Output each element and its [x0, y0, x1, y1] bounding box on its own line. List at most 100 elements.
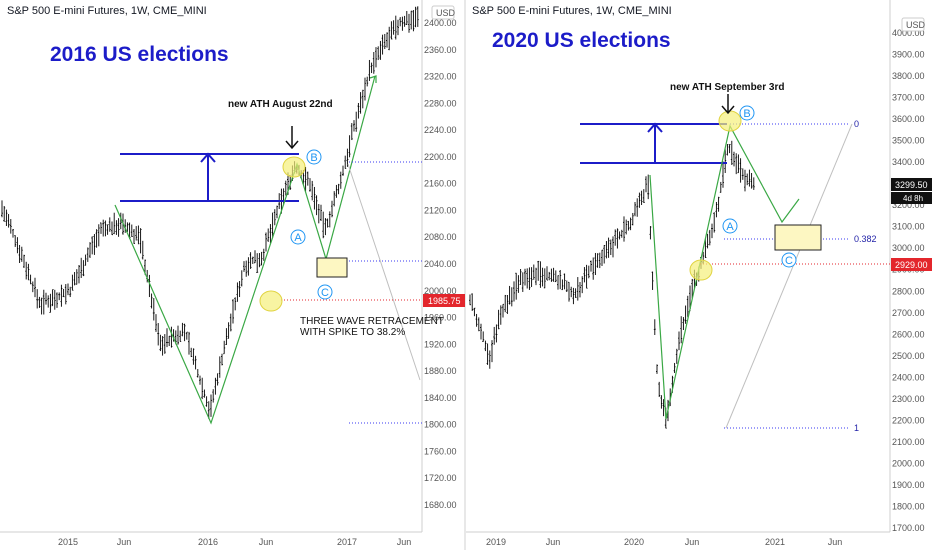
right-ohlc-bar: [497, 309, 500, 330]
left-ohlc-bar: [148, 274, 151, 298]
right-ohlc-bar: [473, 307, 476, 317]
left-ohlc-bar: [133, 228, 135, 244]
left-ohlc-bar: [141, 240, 144, 260]
left-ohlc-bar: [401, 16, 404, 31]
right-x-tick-label: Jun: [828, 537, 843, 547]
left-ohlc-bar: [410, 10, 413, 30]
right-y-tick-label: 2800.00: [892, 286, 925, 296]
right-ohlc-bar: [708, 229, 711, 246]
left-wave-c-circle: [317, 284, 333, 300]
left-y-tick-label: 2320.00: [424, 72, 457, 82]
left-ohlc-bar: [84, 254, 87, 266]
left-ohlc-bar: [335, 184, 338, 198]
right-x-tick-label: Jun: [685, 537, 700, 547]
right-wave-a-circle: [722, 218, 738, 234]
right-ohlc-bar: [475, 313, 478, 327]
right-ohlc-bar: [594, 252, 597, 275]
left-ohlc-bar: [392, 20, 395, 35]
left-ohlc-bar: [166, 328, 168, 348]
left-ohlc-bar: [150, 293, 153, 309]
right-projection-arrowhead: [647, 122, 663, 133]
left-ohlc-bar: [49, 293, 52, 313]
right-ohlc-bar: [552, 267, 555, 282]
right-y-tick-label: 1800.00: [892, 501, 925, 511]
left-ohlc-bar: [320, 204, 322, 221]
left-ohlc-bar: [324, 218, 327, 236]
right-ohlc-bar: [530, 267, 533, 287]
left-ohlc-bar: [353, 120, 355, 132]
right-ohlc-bar: [733, 151, 735, 167]
left-x-tick-label: Jun: [117, 537, 132, 547]
right-ohlc-bar: [495, 324, 498, 343]
left-ohlc-bar: [95, 229, 98, 248]
left-x-tick-label: 2015: [58, 537, 78, 547]
right-ohlc-bar: [627, 220, 630, 231]
left-ohlc-bar: [190, 347, 193, 358]
right-ohlc-bar: [640, 190, 643, 206]
left-retrace-note-2: WITH SPIKE TO 38.2%: [300, 327, 405, 338]
right-ohlc-bar: [488, 350, 491, 369]
right-ohlc-bar: [638, 192, 641, 208]
left-ohlc-bar: [155, 314, 157, 332]
left-y-tick-label: 2040.00: [424, 259, 457, 269]
left-ohlc-bar: [381, 34, 384, 55]
left-ohlc-bar: [183, 323, 186, 342]
left-ohlc-bar: [225, 328, 228, 345]
right-currency-label[interactable]: USD: [906, 20, 926, 30]
left-y-tick-label: 2000.00: [424, 286, 457, 296]
right-ohlc-bar: [590, 260, 592, 272]
left-ohlc-bar: [86, 247, 89, 262]
right-y-tick-label: 3900.00: [892, 50, 925, 60]
right-currency-box[interactable]: [901, 17, 925, 32]
right-ohlc-bar: [543, 268, 546, 289]
right-ohlc-bar: [625, 219, 628, 235]
left-currency-box[interactable]: [431, 5, 455, 20]
left-ohlc-bar: [383, 33, 386, 50]
left-ohlc-bar: [100, 222, 102, 234]
right-ohlc-bar: [469, 294, 471, 306]
left-ohlc-bar: [119, 212, 122, 230]
right-ohlc-bar: [682, 317, 685, 330]
right-ohlc-bar: [526, 268, 529, 289]
right-ohlc-bar: [607, 237, 610, 258]
right-ohlc-bar: [691, 278, 694, 299]
left-ohlc-bar: [412, 10, 415, 32]
left-ohlc-bar: [333, 191, 336, 207]
left-currency-label[interactable]: USD: [436, 8, 456, 18]
right-ohlc-bar: [614, 229, 617, 246]
left-ohlc-bar: [313, 186, 316, 210]
left-ohlc-bar: [399, 17, 402, 27]
left-ohlc-bar: [20, 246, 23, 262]
right-ohlc-bar: [605, 241, 608, 259]
left-ohlc-bar: [161, 336, 164, 356]
left-ohlc-bar: [223, 340, 226, 355]
right-x-tick-label: 2020: [624, 537, 644, 547]
right-x-tick-label: 2019: [486, 537, 506, 547]
right-ohlc-bar: [603, 245, 606, 264]
left-ohlc-bar: [60, 284, 63, 307]
left-ohlc-bar: [227, 322, 230, 339]
right-ohlc-bar: [565, 280, 568, 293]
right-last-price: 3299.50: [895, 180, 928, 190]
right-x-tick-label: Jun: [546, 537, 561, 547]
right-ohlc-bar: [719, 181, 722, 193]
right-ohlc-bar: [508, 285, 511, 305]
left-ohlc-bar: [254, 250, 256, 264]
left-x-tick-label: 2016: [198, 537, 218, 547]
right-ohlc-bar: [561, 279, 564, 291]
left-y-tick-label: 2120.00: [424, 205, 457, 215]
left-ohlc-bar: [130, 224, 133, 237]
right-symbol-title: S&P 500 E-mini Futures, 1W, CME_MINI: [472, 5, 672, 17]
right-ohlc-bar: [662, 399, 665, 417]
left-ohlc-bar: [93, 234, 96, 255]
left-ohlc-bar: [106, 224, 109, 235]
right-ohlc-bar: [535, 267, 537, 286]
left-ohlc-bar: [348, 135, 351, 158]
left-ohlc-bar: [322, 211, 325, 239]
left-down-arrowhead: [285, 140, 299, 150]
left-ohlc-bar: [40, 297, 43, 315]
left-fib-diagonal: [347, 163, 421, 381]
left-ohlc-bar: [14, 235, 17, 247]
left-ohlc-bar: [265, 232, 267, 252]
right-ohlc-bar: [598, 252, 601, 269]
